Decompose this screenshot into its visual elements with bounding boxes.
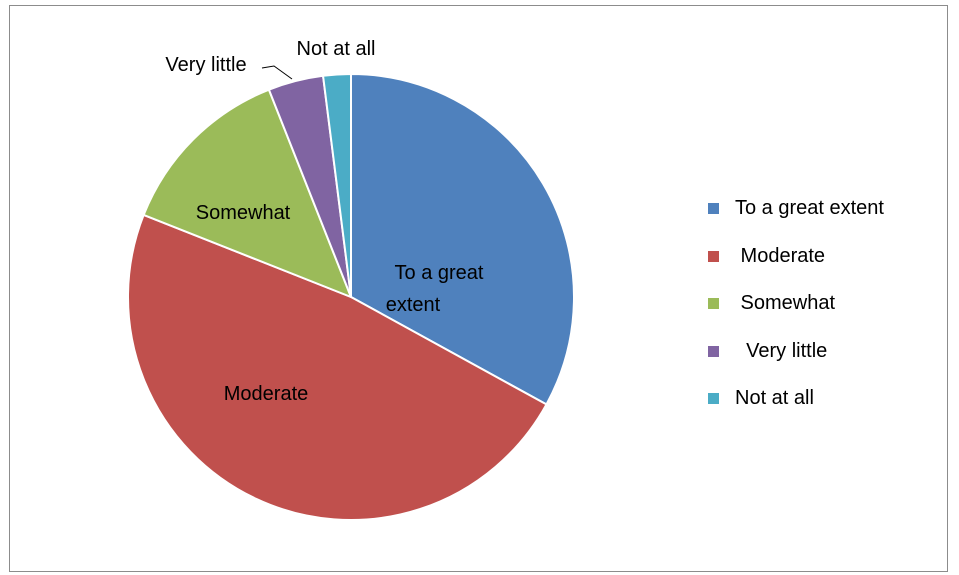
legend-swatch-somewhat bbox=[708, 298, 719, 310]
legend-item-somewhat: Somewhat bbox=[708, 280, 884, 328]
legend-swatch-very-little bbox=[708, 345, 719, 357]
legend-swatch-not-at-all bbox=[708, 393, 719, 405]
legend-label-not-at-all: Not at all bbox=[735, 387, 814, 410]
legend-item-to-a-great-extent: To a great extent bbox=[708, 185, 884, 233]
legend: To a great extent Moderate Somewhat Very… bbox=[708, 185, 884, 423]
slice-label-to-a-great-extent-line-2: extent bbox=[386, 294, 441, 316]
legend-swatch-moderate bbox=[708, 250, 719, 262]
slice-label-to-a-great-extent-line-1: To a great bbox=[395, 262, 484, 284]
legend-item-moderate: Moderate bbox=[708, 233, 884, 281]
leader-line-very-little bbox=[261, 65, 293, 80]
pie-slice-moderate bbox=[127, 213, 548, 521]
pie-slice-to-a-great-extent bbox=[350, 72, 575, 406]
legend-label-to-a-great-extent: To a great extent bbox=[735, 197, 884, 220]
legend-swatch-to-a-great-extent bbox=[708, 203, 719, 215]
pie-slice-not-at-all bbox=[321, 72, 352, 298]
slice-label-somewhat: Somewhat bbox=[196, 202, 291, 224]
legend-label-very-little: Very little bbox=[735, 339, 828, 362]
legend-label-moderate: Moderate bbox=[735, 244, 826, 267]
slice-label-very-little: Very little bbox=[165, 54, 246, 76]
slice-label-not-at-all: Not at all bbox=[297, 38, 376, 60]
pie-slice-somewhat bbox=[142, 88, 353, 299]
legend-item-very-little: Very little bbox=[708, 328, 884, 376]
slice-label-moderate: Moderate bbox=[224, 383, 309, 405]
legend-item-not-at-all: Not at all bbox=[708, 375, 884, 423]
legend-label-somewhat: Somewhat bbox=[735, 292, 836, 315]
